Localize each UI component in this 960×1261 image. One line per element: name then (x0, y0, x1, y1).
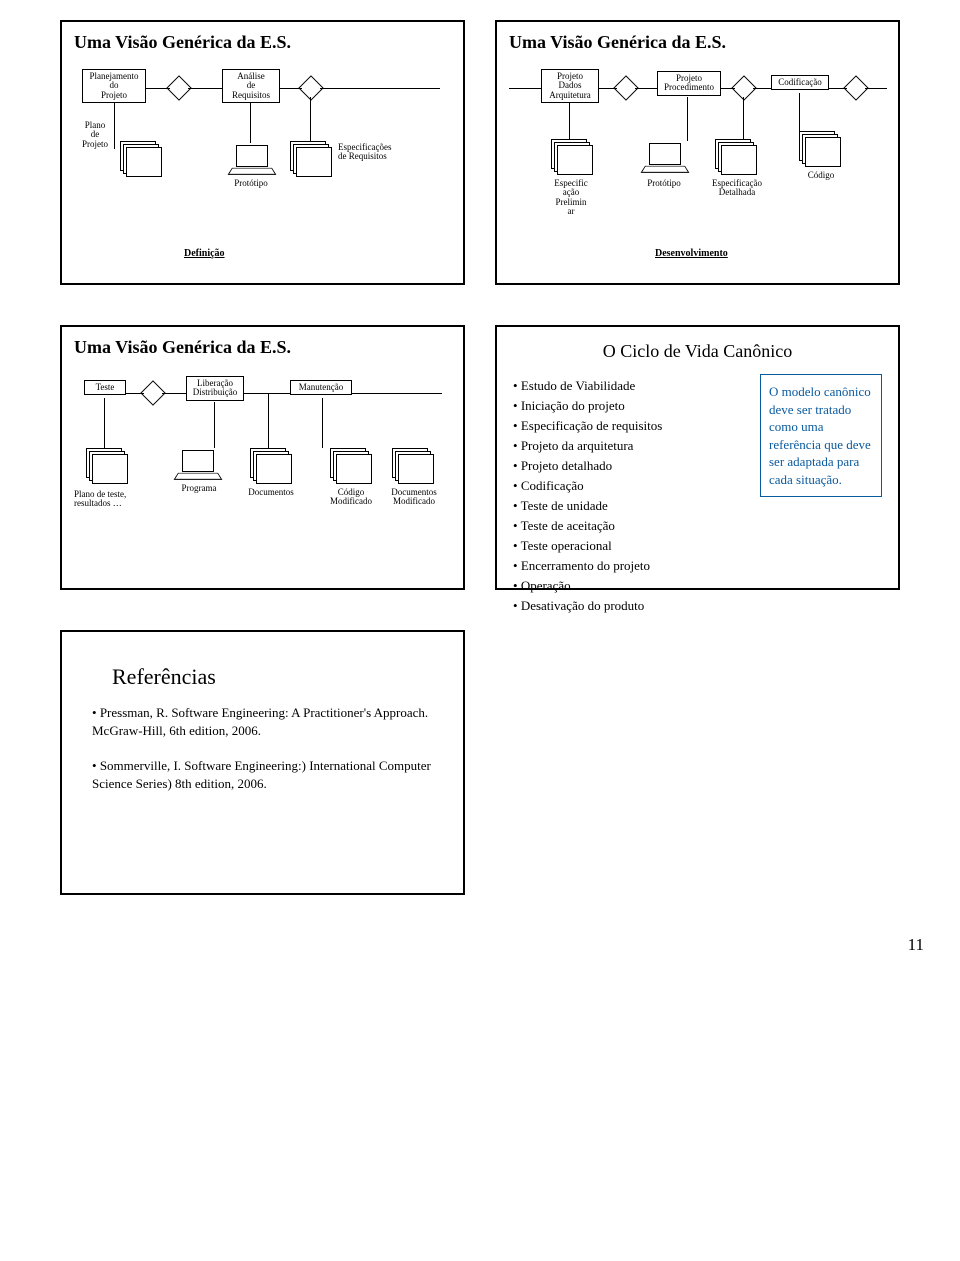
diagram-maintenance: Teste LiberaçãoDistribuição Manutenção P… (74, 368, 451, 568)
list-item: Teste de unidade (513, 498, 746, 514)
laptop-icon (230, 145, 272, 175)
lbl-spec-prelim: EspecificaçãoPreliminar (545, 179, 597, 217)
list-item: Teste de aceitação (513, 518, 746, 534)
proc-proj-proc: ProjetoProcedimento (657, 71, 721, 96)
proc-codif: Codificação (771, 75, 829, 90)
slide-references: Referências Pressman, R. Software Engine… (60, 630, 465, 895)
proc-proj-data: ProjetoDadosArquitetura (541, 69, 599, 103)
lifecycle-list: Estudo de Viabilidade Iniciação do proje… (513, 374, 746, 618)
list-item: Estudo de Viabilidade (513, 378, 746, 394)
lbl-spec-det: EspecificaçãoDetalhada (703, 179, 771, 198)
list-item: Operação (513, 578, 746, 594)
lifecycle-title: O Ciclo de Vida Canônico (513, 341, 882, 362)
lbl-docs-mod: DocumentosModificado (382, 488, 446, 507)
proc-maint: Manutenção (290, 380, 352, 395)
slide-title: Uma Visão Genérica da E.S. (74, 337, 451, 358)
slide-lifecycle: O Ciclo de Vida Canônico Estudo de Viabi… (495, 325, 900, 590)
lbl-prototype: Protótipo (224, 179, 278, 188)
slide-definition: Uma Visão Genérica da E.S. Planejamentod… (60, 20, 465, 285)
lifecycle-body: Estudo de Viabilidade Iniciação do proje… (513, 374, 882, 618)
row-top: Uma Visão Genérica da E.S. Planejamentod… (60, 20, 920, 285)
lbl-docs: Documentos (240, 488, 302, 497)
lbl-prototype: Protótipo (637, 179, 691, 188)
page-number: 11 (60, 935, 924, 955)
proc-release: LiberaçãoDistribuição (186, 376, 244, 401)
proc-test: Teste (84, 380, 126, 395)
laptop-icon (643, 143, 685, 173)
row-bottom: Referências Pressman, R. Software Engine… (60, 630, 920, 895)
slide-title: Uma Visão Genérica da E.S. (509, 32, 886, 53)
list-item: Desativação do produto (513, 598, 746, 614)
slide-title: Uma Visão Genérica da E.S. (74, 32, 451, 53)
lbl-testplan: Plano de teste,resultados … (74, 490, 146, 509)
list-item: Especificação de requisitos (513, 418, 746, 434)
proc-analysis: AnálisedeRequisitos (222, 69, 280, 103)
phase-label: Desenvolvimento (655, 249, 728, 260)
lbl-spec-req: Especificaçõesde Requisitos (338, 143, 418, 162)
slide-development: Uma Visão Genérica da E.S. ProjetoDadosA… (495, 20, 900, 285)
reference-item: Pressman, R. Software Engineering: A Pra… (92, 704, 433, 739)
proc-plan: PlanejamentodoProjeto (82, 69, 146, 103)
slide-maintenance: Uma Visão Genérica da E.S. Teste Liberaç… (60, 325, 465, 590)
phase-label: Definição (184, 249, 225, 260)
lbl-plan-output: PlanodeProjeto (74, 121, 116, 149)
lifecycle-note: O modelo canônico deve ser tratado como … (760, 374, 882, 497)
diagram-development: ProjetoDadosArquitetura ProjetoProcedime… (509, 63, 886, 263)
lbl-program: Programa (172, 484, 226, 493)
reference-item: Sommerville, I. Software Engineering:) I… (92, 757, 433, 792)
lbl-code-mod: CódigoModificado (322, 488, 380, 507)
references-title: Referências (112, 664, 447, 690)
lbl-code: Código (797, 171, 845, 180)
list-item: Projeto detalhado (513, 458, 746, 474)
list-item: Iniciação do projeto (513, 398, 746, 414)
row-middle: Uma Visão Genérica da E.S. Teste Liberaç… (60, 325, 920, 590)
list-item: Encerramento do projeto (513, 558, 746, 574)
diagram-definition: PlanejamentodoProjeto AnálisedeRequisito… (74, 63, 451, 263)
list-item: Projeto da arquitetura (513, 438, 746, 454)
list-item: Codificação (513, 478, 746, 494)
laptop-icon (176, 450, 218, 480)
list-item: Teste operacional (513, 538, 746, 554)
